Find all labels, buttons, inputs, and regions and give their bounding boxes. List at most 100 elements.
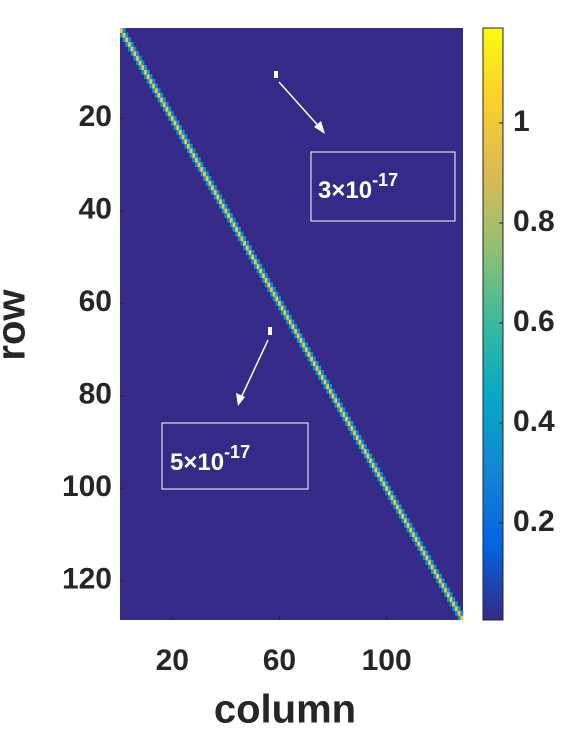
cell xyxy=(267,287,271,292)
cell xyxy=(264,282,268,288)
cell xyxy=(436,578,440,584)
cell xyxy=(302,342,306,348)
cell xyxy=(371,458,375,464)
cell xyxy=(136,51,140,57)
cell xyxy=(288,314,292,320)
y-tick-label: 40 xyxy=(79,193,112,226)
cell xyxy=(377,476,381,482)
cell xyxy=(216,189,220,195)
cell xyxy=(259,268,263,274)
cell xyxy=(176,125,180,131)
cell xyxy=(224,203,228,209)
cell xyxy=(401,509,405,514)
cell xyxy=(221,203,225,209)
cell xyxy=(366,453,370,459)
cell xyxy=(350,421,354,427)
cell xyxy=(173,125,177,131)
cell xyxy=(294,328,298,334)
cell xyxy=(160,102,164,107)
cell xyxy=(267,282,271,288)
cell xyxy=(152,83,156,89)
cell xyxy=(457,610,461,616)
cell xyxy=(280,310,284,316)
arrow xyxy=(239,339,269,401)
cell xyxy=(133,55,137,61)
cell xyxy=(168,115,172,121)
y-tick-label: 100 xyxy=(62,470,112,503)
cell xyxy=(157,97,161,103)
cell xyxy=(401,513,405,519)
cell xyxy=(457,606,461,612)
x-tick-label: 20 xyxy=(156,644,189,677)
cell xyxy=(186,139,190,144)
cell xyxy=(409,532,413,538)
cell xyxy=(248,245,252,251)
cell xyxy=(211,180,215,186)
cell xyxy=(136,55,140,61)
cell xyxy=(342,411,346,417)
cell xyxy=(229,222,233,228)
cell xyxy=(449,601,453,607)
cell xyxy=(420,541,424,547)
cell xyxy=(457,615,461,621)
cell xyxy=(165,111,169,117)
cell xyxy=(133,51,137,57)
cell xyxy=(379,472,383,477)
cell xyxy=(133,46,137,52)
cell xyxy=(216,199,220,205)
cell xyxy=(390,490,394,496)
annotation-box xyxy=(161,422,309,490)
y-tick-label: 120 xyxy=(62,563,112,596)
cell xyxy=(181,139,185,144)
cell xyxy=(184,143,188,149)
cell xyxy=(382,476,386,482)
cell xyxy=(428,564,432,570)
cell xyxy=(377,472,381,477)
arrow xyxy=(278,81,323,131)
cell xyxy=(154,83,158,89)
cell xyxy=(195,157,199,163)
cell xyxy=(197,166,201,172)
cell xyxy=(235,231,239,237)
cell xyxy=(452,596,456,602)
cell xyxy=(350,425,354,431)
cell xyxy=(280,305,284,311)
cell xyxy=(157,92,161,98)
cell xyxy=(363,453,367,459)
cell xyxy=(144,65,148,70)
cell xyxy=(256,263,260,269)
cell xyxy=(288,319,292,325)
cell xyxy=(213,185,217,191)
cell xyxy=(160,92,164,98)
cell xyxy=(130,41,134,47)
cell xyxy=(189,143,193,149)
cell xyxy=(138,55,142,61)
cell xyxy=(216,194,220,200)
cell xyxy=(460,610,464,616)
cell xyxy=(398,509,402,514)
cell xyxy=(385,485,389,491)
cell xyxy=(398,513,402,519)
cell xyxy=(404,513,408,519)
marker xyxy=(268,327,272,335)
cell xyxy=(278,296,282,302)
cell xyxy=(184,139,188,144)
cell xyxy=(446,596,450,602)
cell xyxy=(454,606,458,612)
cell xyxy=(237,226,241,232)
cell xyxy=(422,550,426,556)
cell xyxy=(337,398,341,403)
cell xyxy=(398,504,402,510)
cell xyxy=(176,129,180,135)
y-axis-label: row xyxy=(0,289,34,361)
cell xyxy=(396,509,399,514)
cell xyxy=(304,351,308,357)
cell xyxy=(441,578,445,584)
cell xyxy=(270,291,274,297)
cell xyxy=(358,444,362,450)
colorbar-tick-label: 0.4 xyxy=(513,405,555,438)
cell xyxy=(449,592,453,598)
cell xyxy=(345,416,349,422)
cell xyxy=(385,490,389,496)
cell xyxy=(385,481,389,487)
